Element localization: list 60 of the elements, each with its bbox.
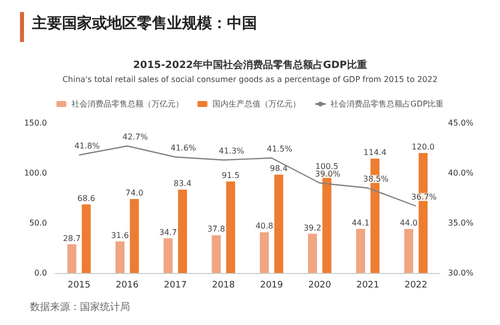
bar bbox=[404, 229, 414, 273]
chart-title: 主要国家或地区零售业规模：中国 bbox=[32, 14, 257, 33]
x-tick-label: 2017 bbox=[164, 280, 187, 290]
y2-tick-label: 30.0% bbox=[448, 268, 474, 278]
data-label: 44.0 bbox=[400, 218, 418, 228]
data-label: 34.7 bbox=[159, 228, 178, 237]
data-label: 91.5 bbox=[222, 171, 240, 180]
bar bbox=[308, 234, 317, 273]
bar bbox=[274, 174, 284, 273]
bar bbox=[82, 204, 91, 273]
y2-tick-label: 45.0% bbox=[448, 118, 474, 128]
x-tick-label: 2016 bbox=[116, 280, 139, 290]
y-tick-label: 150.0 bbox=[24, 118, 47, 128]
x-tick-label: 2022 bbox=[404, 280, 428, 290]
legend-label: 社会消费品零售总额占GDP比重 bbox=[330, 100, 444, 108]
y-tick-label: 100.0 bbox=[24, 168, 47, 178]
data-label: 41.6% bbox=[170, 144, 196, 152]
data-label: 31.6 bbox=[111, 230, 129, 240]
y-tick-label: 0.0 bbox=[34, 268, 47, 278]
data-label: 41.8% bbox=[74, 142, 100, 150]
bar bbox=[178, 190, 188, 273]
bar bbox=[115, 241, 124, 273]
y2-tick-label: 35.0% bbox=[448, 218, 474, 228]
data-label: 100.5 bbox=[315, 162, 338, 171]
bar bbox=[212, 235, 221, 273]
bar bbox=[67, 244, 76, 273]
bar bbox=[164, 238, 173, 273]
data-label: 28.7 bbox=[62, 234, 81, 243]
data-label: 41.3% bbox=[218, 146, 245, 156]
data-label: 98.4 bbox=[270, 164, 288, 174]
data-label: 114.4 bbox=[364, 148, 386, 158]
data-label: 44.1 bbox=[352, 218, 370, 228]
x-tick-label: 2019 bbox=[260, 280, 284, 290]
data-label: 37.8 bbox=[207, 224, 226, 234]
data-label: 83.4 bbox=[174, 179, 192, 188]
bar bbox=[130, 199, 139, 273]
legend-label: 国内生产总值（万亿元） bbox=[212, 100, 300, 108]
bar bbox=[260, 232, 269, 273]
data-label: 41.5% bbox=[266, 144, 293, 154]
legend-label: 社会消费品零售总额（万亿元） bbox=[71, 100, 184, 108]
text: China's total retail sales of social consumer goods as a percentage of GDP from 2015 to 2022 bbox=[61, 75, 439, 84]
x-tick-label: 2021 bbox=[356, 280, 380, 290]
data-label: 38.5% bbox=[363, 174, 389, 184]
data-label: 74.0 bbox=[125, 188, 144, 198]
data-label: 40.8 bbox=[255, 222, 274, 231]
y2-tick-label: 40.0% bbox=[448, 168, 474, 178]
data-label: 120.0 bbox=[412, 142, 435, 152]
x-tick-label: 2015 bbox=[68, 280, 91, 290]
data-label: 39.0% bbox=[314, 170, 341, 178]
data-label: 36.7% bbox=[411, 192, 438, 202]
chart-subtitle: 2015-2022年中国社会消费品零售总额占GDP比重 bbox=[132, 58, 368, 72]
bar bbox=[226, 182, 236, 273]
y-tick-label: 50.0 bbox=[29, 218, 47, 228]
data-label: 68.6 bbox=[77, 194, 96, 203]
bar bbox=[356, 228, 366, 273]
data-label: 42.7% bbox=[122, 132, 148, 142]
x-tick-label: 2018 bbox=[212, 280, 236, 290]
source-note: 数据来源：国家统计局 bbox=[30, 300, 130, 314]
data-label: 39.2 bbox=[304, 223, 322, 232]
x-tick-label: 2020 bbox=[308, 280, 332, 290]
